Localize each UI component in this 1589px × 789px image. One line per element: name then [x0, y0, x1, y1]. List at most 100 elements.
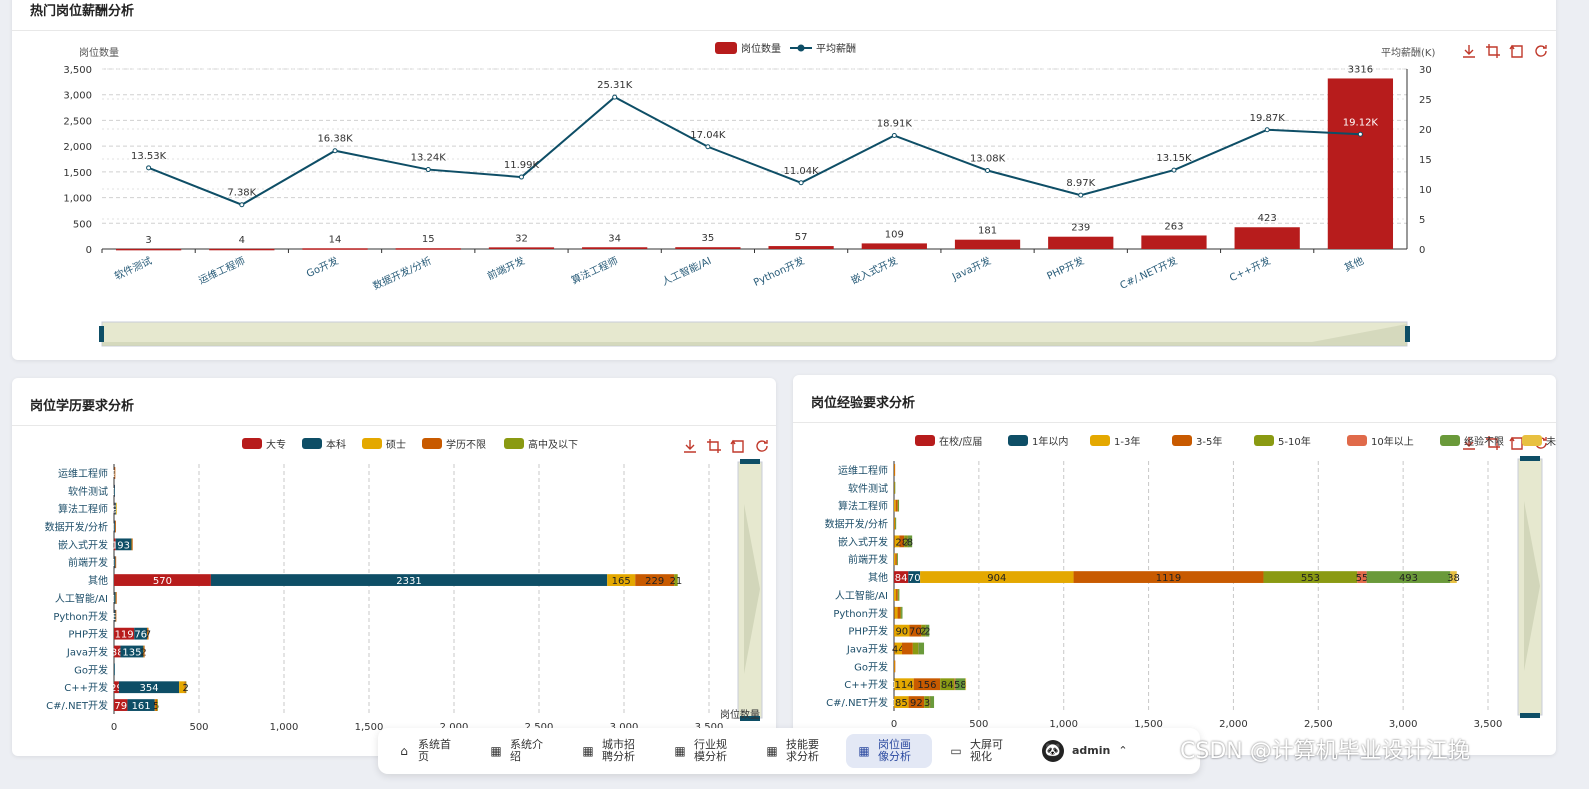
salary-toolbox [1461, 43, 1549, 59]
y-left-tick: 0 [86, 245, 92, 256]
user-menu[interactable]: 🐼 admin ⌃ [1030, 734, 1140, 768]
bar-segment [897, 589, 899, 601]
nav-label: 系统首页 [418, 738, 451, 763]
x-tick-label: Python开发 [751, 254, 806, 289]
data-zoom-handle [740, 459, 760, 464]
bar-label: 354 [139, 683, 158, 694]
nav-industry[interactable]: ▦ 行业规模分析 [662, 734, 748, 768]
legend-swatch [302, 438, 322, 449]
bar-label: 239 [1071, 223, 1090, 234]
nav-home[interactable]: ⌂ 系统首页 [386, 734, 472, 768]
bar-segment [908, 696, 925, 708]
edu-toolbox [682, 438, 770, 454]
y-tick-label: C++开发 [844, 678, 888, 691]
y-tick-label: Python开发 [833, 607, 888, 620]
x-tick-label: 3,000 [610, 722, 639, 733]
download-icon[interactable] [1461, 43, 1477, 59]
line-label: 11.04K [784, 166, 820, 177]
nav-label: 技能要求分析 [786, 738, 819, 763]
zoom-reset-icon[interactable] [1509, 435, 1525, 451]
refresh-icon[interactable] [1533, 43, 1549, 59]
bar-segment [1073, 571, 1264, 583]
bar-segment [920, 571, 1074, 583]
y-left-tick: 500 [73, 219, 92, 230]
bar-label: 493 [1399, 573, 1418, 584]
salary-point [518, 174, 524, 180]
bar-segment [913, 678, 941, 691]
bar-segment [118, 681, 180, 694]
bar-label: 7 [145, 630, 151, 641]
bar-segment [114, 627, 135, 640]
y-right-axis-label: 平均薪酬(K) [1381, 47, 1435, 59]
nav-bigscreen[interactable]: ▭ 大屏可视化 [938, 734, 1024, 768]
download-icon[interactable] [682, 438, 698, 454]
bar-segment [897, 606, 901, 619]
zoom-icon[interactable] [1485, 435, 1501, 451]
nav-job-profile[interactable]: ▦ 岗位画像分析 [846, 734, 932, 768]
bar-segment [134, 627, 148, 640]
bar-segment [901, 642, 913, 655]
download-icon[interactable] [1461, 435, 1477, 451]
salary-point [1357, 131, 1363, 137]
legend-label: 5-10年 [1278, 435, 1311, 448]
bar-segment [1263, 571, 1358, 583]
salary-point [705, 144, 711, 150]
y-tick-label: 人工智能/AI [835, 589, 888, 602]
refresh-icon[interactable] [754, 438, 770, 454]
bar-segment [115, 592, 117, 604]
bar-label: 2 [903, 537, 909, 548]
exp-card: 岗位经验要求分析 在校/应届 1年以内 1-3年 3-5年 5-10年 10年以上 经验不限… [793, 375, 1556, 755]
nav-city[interactable]: ▦ 城市招聘分析 [570, 734, 656, 768]
zoom-reset-icon[interactable] [730, 438, 746, 454]
line-label: 13.24K [411, 153, 447, 164]
salary-point [332, 148, 338, 154]
exp-card-divider [793, 422, 1556, 423]
bar-segment [894, 517, 896, 530]
zoom-reset-icon[interactable] [1509, 43, 1525, 59]
bar-segment [154, 699, 156, 711]
x-tick-label: 2,000 [440, 722, 469, 733]
bar-label: 570 [153, 576, 172, 587]
bar-segment [909, 624, 922, 637]
legend-label: 本科 [326, 438, 346, 451]
bar-segment [114, 663, 115, 676]
legend-label: 硕士 [386, 438, 406, 451]
watermark: CSDN @计算机毕业设计江挽 [1180, 739, 1470, 764]
nav-skills[interactable]: ▦ 技能要求分析 [754, 734, 840, 768]
bar-label: 70 [909, 627, 922, 638]
data-zoom-handle [1405, 326, 1410, 342]
legend-swatch [915, 435, 935, 446]
download-icon-glyph [684, 440, 696, 453]
x-tick-label: 其他 [1342, 254, 1366, 274]
bar-label: 263 [1164, 221, 1183, 232]
bar-segment [894, 535, 900, 548]
legend-swatch [1090, 435, 1110, 446]
x-tick-label: C++开发 [1227, 254, 1272, 284]
bar-label: 3 [924, 698, 930, 709]
line-label: 13.08K [970, 154, 1006, 165]
nav-intro[interactable]: ▦ 系统介绍 [478, 734, 564, 768]
nav-label: 系统介绍 [510, 738, 543, 763]
legend: 岗位数量 平均薪酬 [715, 42, 856, 55]
bar-label: 2 [111, 505, 117, 516]
zoom-icon[interactable] [1485, 43, 1501, 59]
nav-label: 岗位画像分析 [878, 738, 911, 763]
bar-segment [894, 642, 902, 655]
bar-segment [114, 681, 119, 694]
bar-segment [1366, 571, 1451, 583]
home-icon: ⌂ [400, 744, 408, 758]
bar-label: 21 [670, 576, 683, 587]
salary-card-divider [12, 30, 1556, 31]
bar-segment [901, 606, 903, 619]
bar-label: 2 [920, 627, 926, 638]
bar-segment [894, 553, 896, 566]
zoom-icon[interactable] [706, 438, 722, 454]
bar-segment [899, 535, 905, 548]
bar-segment [185, 681, 187, 694]
legend-label: 平均薪酬 [816, 43, 856, 55]
line-label: 13.53K [131, 151, 167, 162]
bar [861, 243, 927, 249]
y-tick-label: 运维工程师 [58, 467, 108, 480]
line-label: 19.87K [1250, 113, 1286, 124]
legend-swatch [422, 438, 442, 449]
